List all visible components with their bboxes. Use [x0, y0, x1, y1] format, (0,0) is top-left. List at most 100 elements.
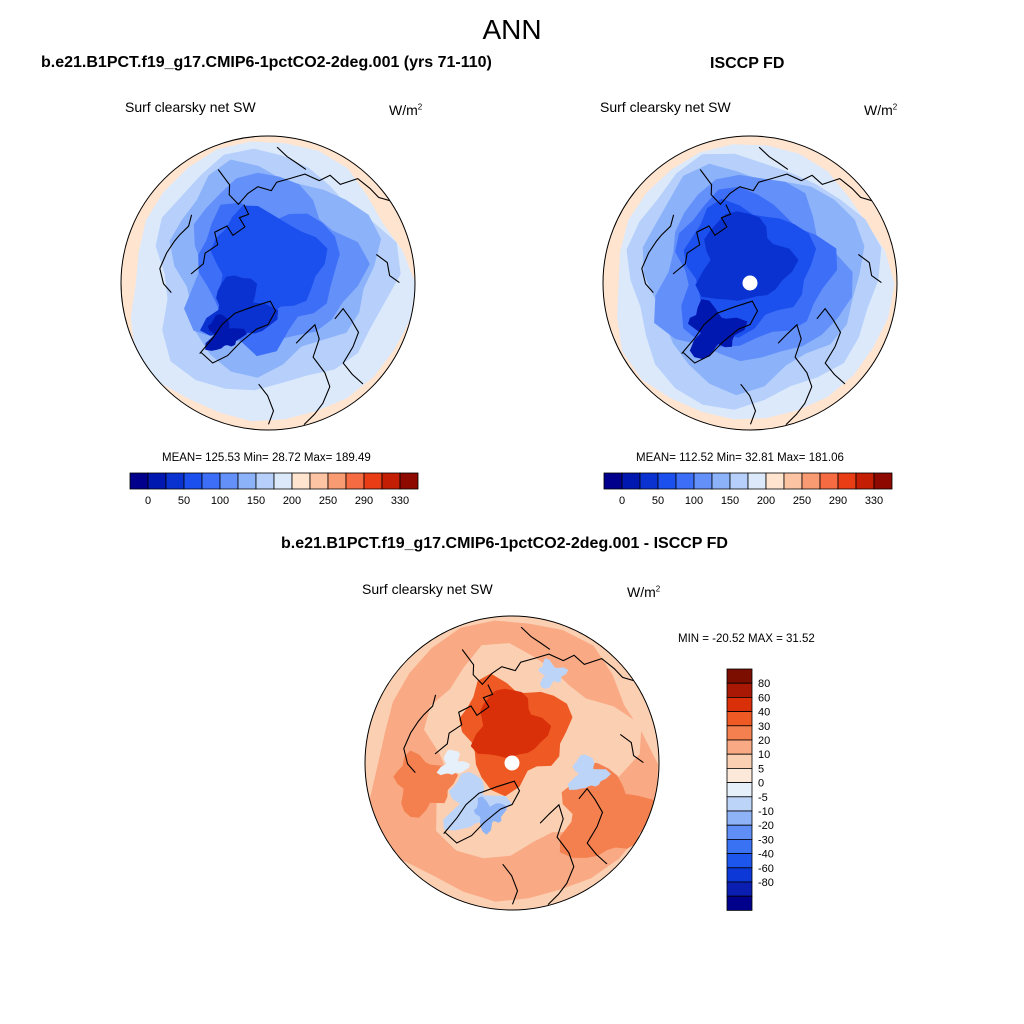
cbar3-box-12 [726, 838, 753, 854]
map2-contour-7 [695, 211, 799, 301]
map1-border [120, 135, 416, 431]
cbar2-tick-label: 50 [652, 495, 664, 507]
map1-coastline-8 [258, 383, 275, 425]
cbar3-tick-label: 30 [758, 721, 770, 733]
cbar2-box-12 [819, 472, 839, 490]
map3-coastline-0 [461, 649, 642, 686]
cbar3-tick-label: -20 [758, 820, 774, 832]
panel2-polar-map [602, 135, 898, 431]
panel2-variable: Surf clearsky net SW [600, 99, 731, 115]
cbar3-box-10 [726, 810, 753, 826]
cbar2-tick-label: 250 [793, 495, 811, 507]
figure-title: ANN [482, 14, 542, 45]
map2-border [602, 135, 898, 431]
cbar1-box-11 [327, 472, 347, 490]
map3-coastline-3 [539, 803, 575, 905]
cbar2-box-5 [693, 472, 713, 490]
map3-coastline-7 [619, 733, 644, 764]
cbar2-tick-label: 0 [619, 495, 625, 507]
cbar2-box-4 [675, 472, 695, 490]
map1-coastline-1 [190, 204, 250, 275]
cbar2-box-6 [711, 472, 731, 490]
cbar2-box-11 [801, 472, 821, 490]
cbar1-box-7 [255, 472, 275, 490]
cbar2-tick-label: 200 [757, 495, 775, 507]
panel3-stats: MIN = -20.52 MAX = 31.52 [678, 633, 815, 645]
cbar3-box-11 [726, 824, 753, 840]
cbar3-box-2 [726, 696, 753, 712]
cbar2-tick-label: 100 [685, 495, 703, 507]
cbar1-box-9 [291, 472, 311, 490]
cbar3-tick-label: 40 [758, 707, 770, 719]
map2-coastline-3 [777, 323, 813, 425]
cbar3-tick-label: -10 [758, 806, 774, 818]
cbar1-box-14 [381, 472, 401, 490]
map3-missing-pole [504, 755, 520, 771]
cbar3-tick-label: -30 [758, 834, 774, 846]
cbar3-tick-label: 80 [758, 678, 770, 690]
map2-contour-8 [688, 299, 748, 359]
cbar1-box-6 [237, 472, 257, 490]
map2-coastline-7 [857, 253, 882, 284]
cbar1-box-15 [399, 472, 419, 490]
panel3-title: b.e21.B1PCT.f19_g17.CMIP6-1pctCO2-2deg.0… [281, 535, 728, 552]
map2-coastline-0 [699, 169, 880, 206]
cbar1-box-0 [129, 472, 149, 490]
cbar1-box-5 [219, 472, 239, 490]
cbar3-box-16 [726, 895, 753, 911]
map1-field [121, 136, 415, 430]
map3-contour-4 [470, 688, 552, 758]
map1-coastline-4 [334, 307, 364, 385]
map3-contour-7 [443, 771, 512, 831]
cbar1-tick-label: 290 [355, 495, 373, 507]
panel2-units: W/m2 [864, 102, 898, 118]
cbar2-box-1 [621, 472, 641, 490]
cbar2-box-7 [729, 472, 749, 490]
map3-coastline-1 [434, 684, 494, 755]
map2-missing-pole [742, 275, 758, 291]
cbar3-box-15 [726, 881, 753, 897]
panel1-colorbar: 0 50 100 150 200 250 290 330 [129, 472, 419, 507]
map1-coastline-2 [199, 300, 277, 364]
cbar2-box-15 [873, 472, 893, 490]
map1-coastlines [159, 146, 400, 425]
cbar2-box-10 [783, 472, 803, 490]
cbar3-tick-label: -40 [758, 849, 774, 861]
cbar2-box-3 [657, 472, 677, 490]
panel2-colorbar: 0 50 100 150 200 250 290 330 [603, 472, 893, 507]
map3-contour-10 [538, 658, 569, 689]
map1-coastline-5 [159, 214, 193, 293]
cbar1-box-8 [273, 472, 293, 490]
cbar1-tick-label: 330 [391, 495, 409, 507]
map3-coastline-4 [578, 787, 608, 865]
map1-coastline-7 [375, 253, 400, 284]
cbar3-tick-label: 10 [758, 749, 770, 761]
cbar1-box-10 [309, 472, 329, 490]
cbar3-box-14 [726, 867, 753, 883]
cbar2-box-8 [747, 472, 767, 490]
cbar2-box-14 [855, 472, 875, 490]
cbar1-tick-label: 0 [145, 495, 151, 507]
cbar2-box-0 [603, 472, 623, 490]
cbar3-tick-label: 60 [758, 692, 770, 704]
cbar1-box-13 [363, 472, 383, 490]
cbar2-tick-label: 150 [721, 495, 739, 507]
map1-coastline-6 [276, 146, 307, 170]
cbar3-box-6 [726, 753, 753, 769]
map3-coastline-8 [502, 863, 519, 905]
cbar3-box-9 [726, 796, 753, 812]
panel1-units: W/m2 [389, 102, 423, 118]
panel1-polar-map [120, 135, 416, 431]
panel3-polar-map [364, 615, 660, 911]
cbar1-box-4 [201, 472, 221, 490]
cbar3-box-4 [726, 725, 753, 741]
map3-border [364, 615, 660, 911]
map1-coastline-3 [295, 323, 331, 425]
cbar1-tick-label: 200 [283, 495, 301, 507]
cbar3-tick-label: -60 [758, 863, 774, 875]
map2-coastline-8 [740, 383, 757, 425]
cbar3-tick-label: 5 [758, 763, 764, 775]
map3-coastline-5 [403, 694, 437, 773]
cbar3-box-8 [726, 782, 753, 798]
cbar1-tick-label: 100 [211, 495, 229, 507]
